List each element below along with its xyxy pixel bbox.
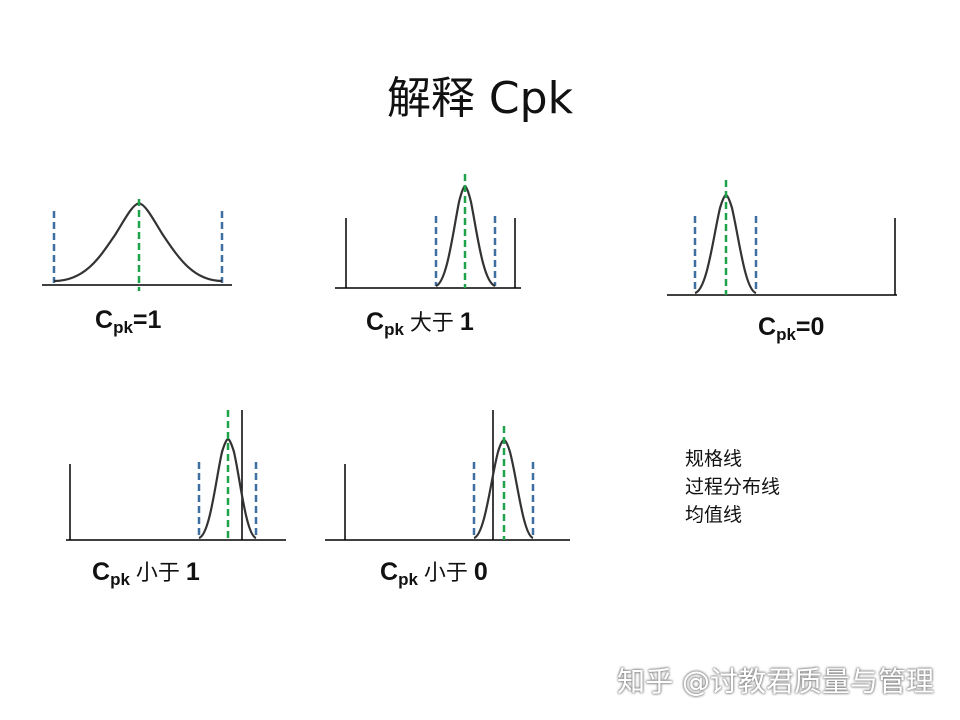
distribution-curve (694, 193, 757, 295)
legend-row-mean: 均值线 (685, 500, 895, 528)
caption-cpk-equal-1: Cpk=1 (95, 306, 162, 337)
diagram-cpk-greater-1 (335, 174, 521, 289)
caption-cpk-equal-0: Cpk=0 (758, 313, 825, 344)
legend-label-process: 过程分布线 (685, 476, 781, 498)
caption-cpk-less-0: Cpk 小于 0 (380, 558, 488, 589)
slide-title: 解释 Cpk (386, 73, 574, 124)
watermark: 知乎 @讨教君质量与管理 (617, 665, 934, 698)
legend-label-mean: 均值线 (685, 504, 743, 526)
caption-cpk-greater-1: Cpk 大于 1 (366, 308, 474, 339)
legend-label-spec: 规格线 (685, 448, 743, 470)
caption-cpk-less-1: Cpk 小于 1 (92, 558, 200, 589)
diagram-cpk-equal-1 (42, 199, 232, 291)
legend-row-spec: 规格线 (685, 444, 895, 472)
legend: 规格线 过程分布线 均值线 (685, 444, 895, 528)
diagram-cpk-less-0 (325, 410, 570, 541)
diagram-cpk-equal-0 (667, 180, 897, 296)
legend-row-process: 过程分布线 (685, 472, 895, 500)
diagram-cpk-less-1 (66, 410, 286, 541)
